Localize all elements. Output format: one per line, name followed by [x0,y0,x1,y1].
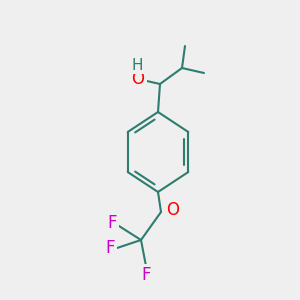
Text: F: F [141,266,151,284]
Text: F: F [105,239,115,257]
Text: F: F [107,214,117,232]
Text: H: H [131,58,143,73]
Text: O: O [167,201,179,219]
Text: O: O [131,70,145,88]
